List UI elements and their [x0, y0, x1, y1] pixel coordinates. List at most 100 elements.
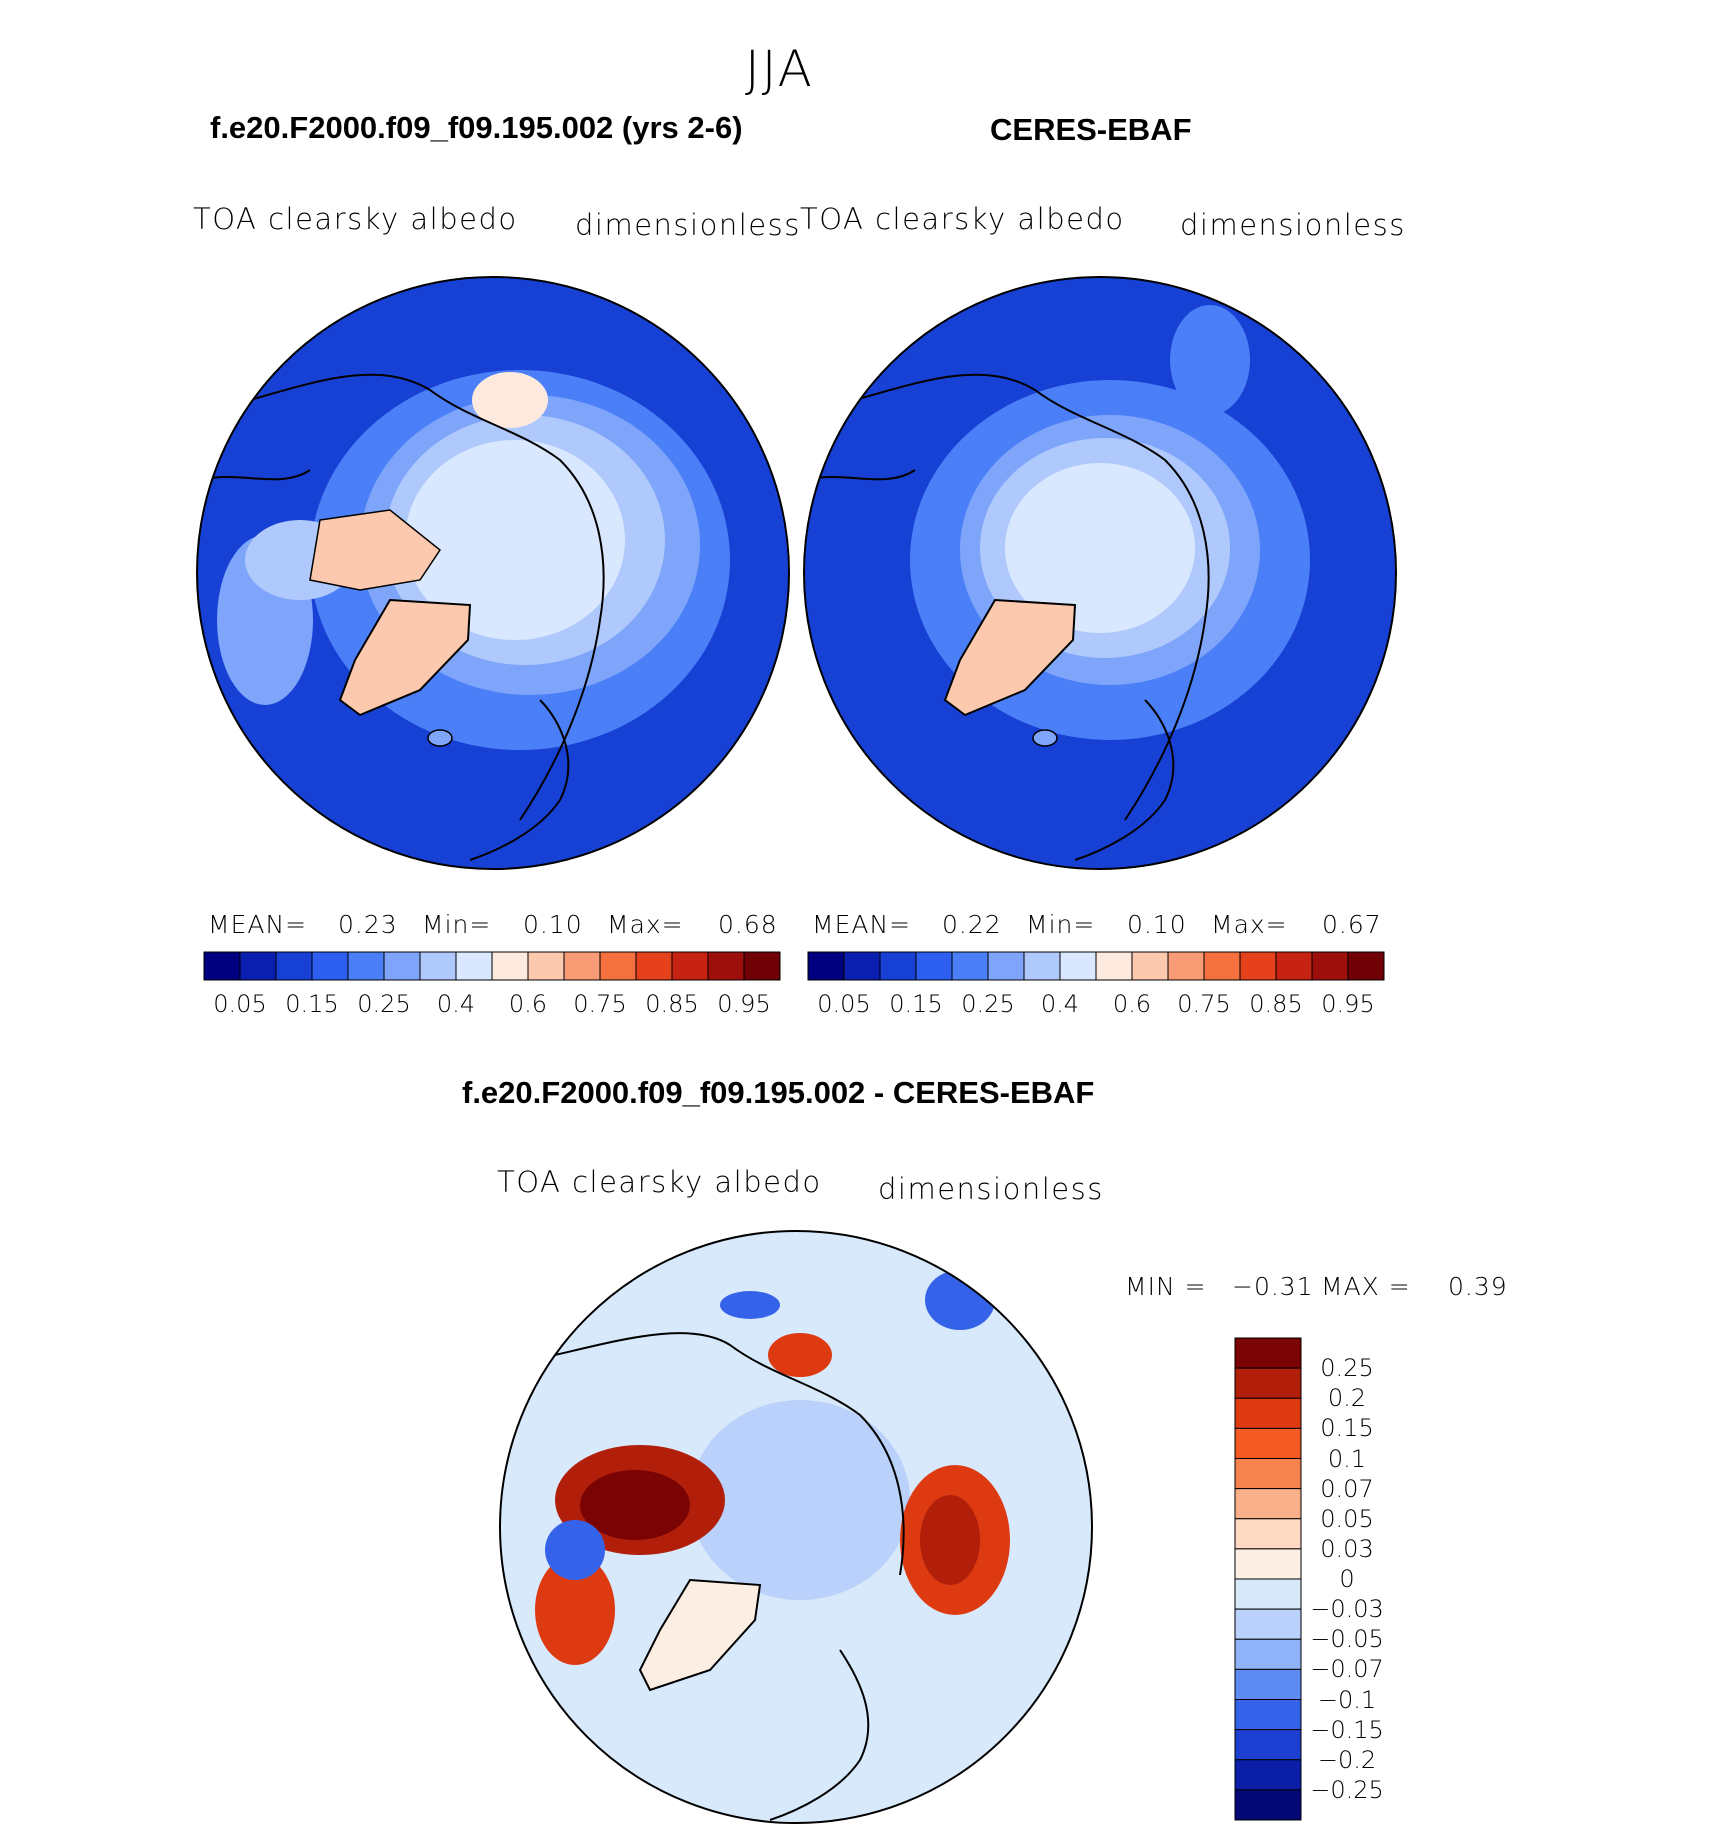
- diff-max-label: MAX =: [1321, 1272, 1411, 1301]
- colorbar-tick-label: −0.07: [1310, 1655, 1384, 1684]
- panel1-variable: TOA clearsky albedo: [193, 202, 518, 236]
- colorbar-tick-label: 0.85: [645, 990, 699, 1018]
- colorbar-cell: [1234, 1367, 1302, 1399]
- colorbar-tick-label: 0.1: [1327, 1444, 1367, 1473]
- colorbar-cell: [599, 951, 637, 981]
- panel2-max-label: Max=: [1211, 910, 1288, 939]
- panel1-max-label: Max=: [607, 910, 684, 939]
- colorbar-cell: [1275, 951, 1313, 981]
- colorbar-tick-label: −0.15: [1310, 1715, 1384, 1744]
- panel2-title: CERES-EBAF: [990, 112, 1192, 147]
- map-panel-model: [197, 277, 789, 869]
- panel1-mean: 0.23: [338, 910, 398, 939]
- colorbar-cell: [491, 951, 529, 981]
- diff-min-label: MIN =: [1125, 1272, 1207, 1301]
- colorbar-tick-label: 0.07: [1320, 1474, 1374, 1503]
- map-frame-model: [196, 276, 790, 870]
- map-frame-difference: [499, 1230, 1093, 1824]
- colorbar-ceres: [807, 951, 1385, 981]
- colorbar-cell: [1234, 1337, 1302, 1369]
- panel2-max: 0.67: [1322, 910, 1382, 939]
- diff-units: dimensionless: [878, 1172, 1104, 1206]
- colorbar-cell: [635, 951, 673, 981]
- panel1-title: f.e20.F2000.f09_f09.195.002 (yrs 2-6): [210, 110, 743, 145]
- panel2-units: dimensionless: [1180, 208, 1406, 242]
- colorbar-cell: [915, 951, 953, 981]
- colorbar-tick-label: 0.4: [436, 990, 476, 1018]
- colorbar-tick-label: 0.6: [1112, 990, 1152, 1018]
- colorbar-cell: [1234, 1518, 1302, 1550]
- colorbar-cell: [1023, 951, 1061, 981]
- colorbar-tick-label: 0.95: [1321, 990, 1375, 1018]
- panel1-units: dimensionless: [575, 208, 801, 242]
- colorbar-cell: [743, 951, 781, 981]
- panel2-min: 0.10: [1127, 910, 1187, 939]
- colorbar-tick-label: 0.95: [717, 990, 771, 1018]
- colorbar-tick-label: −0.05: [1310, 1625, 1384, 1654]
- colorbar-cell: [1059, 951, 1097, 981]
- colorbar-tick-label: 0.05: [817, 990, 871, 1018]
- colorbar-cell: [275, 951, 313, 981]
- colorbar-cell: [1095, 951, 1133, 981]
- map-frame-ceres: [803, 276, 1397, 870]
- colorbar-cell: [843, 951, 881, 981]
- panel2-min-label: Min=: [1026, 910, 1096, 939]
- panel2-variable: TOA clearsky albedo: [800, 202, 1125, 236]
- colorbar-cell: [1234, 1729, 1302, 1761]
- colorbar-cell: [1234, 1427, 1302, 1459]
- colorbar-cell: [563, 951, 601, 981]
- colorbar-tick-label: 0.25: [1320, 1354, 1374, 1383]
- map-panel-ceres: [804, 277, 1396, 869]
- colorbar-cell: [527, 951, 565, 981]
- diff-max: 0.39: [1448, 1272, 1508, 1301]
- colorbar-tick-label: 0.85: [1249, 990, 1303, 1018]
- colorbar-cell: [1234, 1397, 1302, 1429]
- colorbar-cell: [347, 951, 385, 981]
- colorbar-cell: [455, 951, 493, 981]
- map-panel-difference: [500, 1231, 1092, 1823]
- colorbar-tick-label: 0.75: [573, 990, 627, 1018]
- colorbar-cell: [1131, 951, 1169, 981]
- colorbar-tick-label: 0.6: [508, 990, 548, 1018]
- colorbar-cell: [1234, 1759, 1302, 1791]
- colorbar-model: [203, 951, 781, 981]
- colorbar-cell: [419, 951, 457, 981]
- colorbar-cell: [807, 951, 845, 981]
- colorbar-tick-label: 0.25: [357, 990, 411, 1018]
- colorbar-tick-label: 0.15: [285, 990, 339, 1018]
- colorbar-cell: [1234, 1608, 1302, 1640]
- panel1-mean-label: MEAN=: [208, 910, 308, 939]
- colorbar-cell: [1167, 951, 1205, 981]
- colorbar-cell: [239, 951, 277, 981]
- colorbar-tick-label: 0.4: [1040, 990, 1080, 1018]
- colorbar-cell: [1234, 1668, 1302, 1700]
- colorbar-cell: [1239, 951, 1277, 981]
- colorbar-difference: [1234, 1337, 1302, 1821]
- colorbar-cell: [707, 951, 745, 981]
- diff-min: −0.31: [1232, 1272, 1314, 1301]
- colorbar-tick-label: −0.03: [1310, 1595, 1384, 1624]
- colorbar-tick-label: 0.05: [1320, 1504, 1374, 1533]
- colorbar-cell: [1347, 951, 1385, 981]
- colorbar-cell: [203, 951, 241, 981]
- panel1-min: 0.10: [523, 910, 583, 939]
- panel1-min-label: Min=: [422, 910, 492, 939]
- season-title: JJA: [745, 40, 814, 98]
- colorbar-cell: [1234, 1578, 1302, 1610]
- colorbar-cell: [987, 951, 1025, 981]
- colorbar-cell: [311, 951, 349, 981]
- colorbar-cell: [1234, 1548, 1302, 1580]
- colorbar-cell: [671, 951, 709, 981]
- diff-title: f.e20.F2000.f09_f09.195.002 - CERES-EBAF: [462, 1075, 1095, 1110]
- colorbar-tick-label: −0.2: [1317, 1745, 1377, 1774]
- colorbar-tick-label: 0: [1339, 1565, 1355, 1593]
- colorbar-tick-label: 0.75: [1177, 990, 1231, 1018]
- colorbar-cell: [383, 951, 421, 981]
- colorbar-tick-label: −0.1: [1317, 1685, 1377, 1714]
- panel1-max: 0.68: [718, 910, 778, 939]
- panel2-mean: 0.22: [942, 910, 1002, 939]
- colorbar-cell: [1311, 951, 1349, 981]
- colorbar-cell: [879, 951, 917, 981]
- colorbar-tick-label: 0.03: [1320, 1534, 1374, 1563]
